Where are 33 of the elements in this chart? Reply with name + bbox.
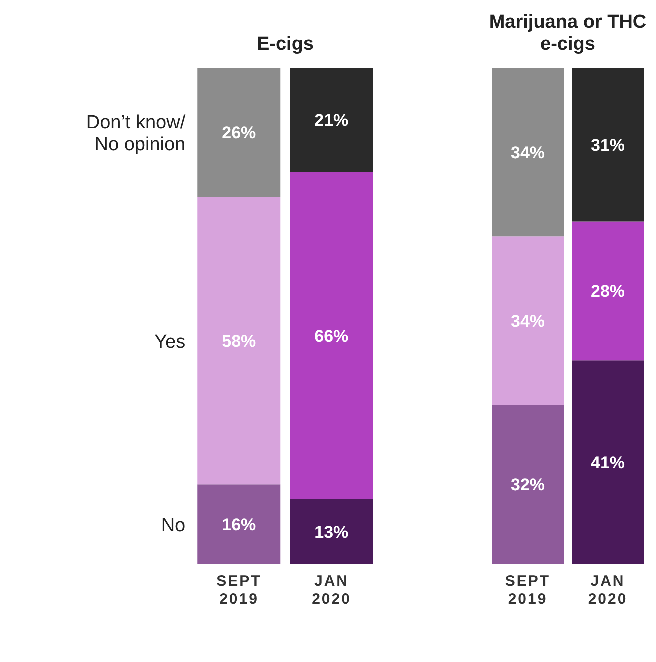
data-label: 66%: [314, 326, 349, 346]
x-tick-label: JAN 2020: [312, 573, 352, 608]
chart-title: E-cigs: [256, 34, 314, 56]
bar: [290, 500, 374, 564]
bar: [492, 68, 564, 237]
series-label: Don’t know/ No opinion: [86, 112, 186, 156]
series-label: Yes: [154, 332, 186, 353]
bar: [572, 360, 644, 564]
data-label: 41%: [590, 453, 626, 472]
data-label: 28%: [590, 282, 626, 302]
bar: [290, 172, 374, 500]
data-label: 32%: [510, 476, 546, 495]
bar: [198, 196, 281, 485]
bar: [572, 222, 644, 361]
data-label: 31%: [590, 136, 626, 155]
chart-title: Marijuana or THC e-cigs: [488, 12, 648, 56]
x-tick-label: SEPT 2019: [216, 573, 262, 608]
data-label: 26%: [222, 123, 256, 142]
data-label: 58%: [222, 332, 256, 351]
series-label: No: [161, 515, 186, 536]
data-label: 21%: [314, 111, 349, 130]
x-tick-label: SEPT 2019: [505, 573, 551, 608]
bar: [492, 405, 564, 564]
bar: [198, 484, 281, 564]
x-tick-label: JAN 2020: [588, 573, 628, 608]
data-label: 13%: [314, 522, 349, 542]
data-label: 34%: [510, 312, 546, 331]
bar: [290, 68, 374, 172]
bar: [572, 68, 644, 222]
data-label: 16%: [222, 515, 256, 534]
bar: [198, 68, 281, 197]
data-label: 34%: [510, 143, 546, 162]
bar: [492, 236, 564, 406]
